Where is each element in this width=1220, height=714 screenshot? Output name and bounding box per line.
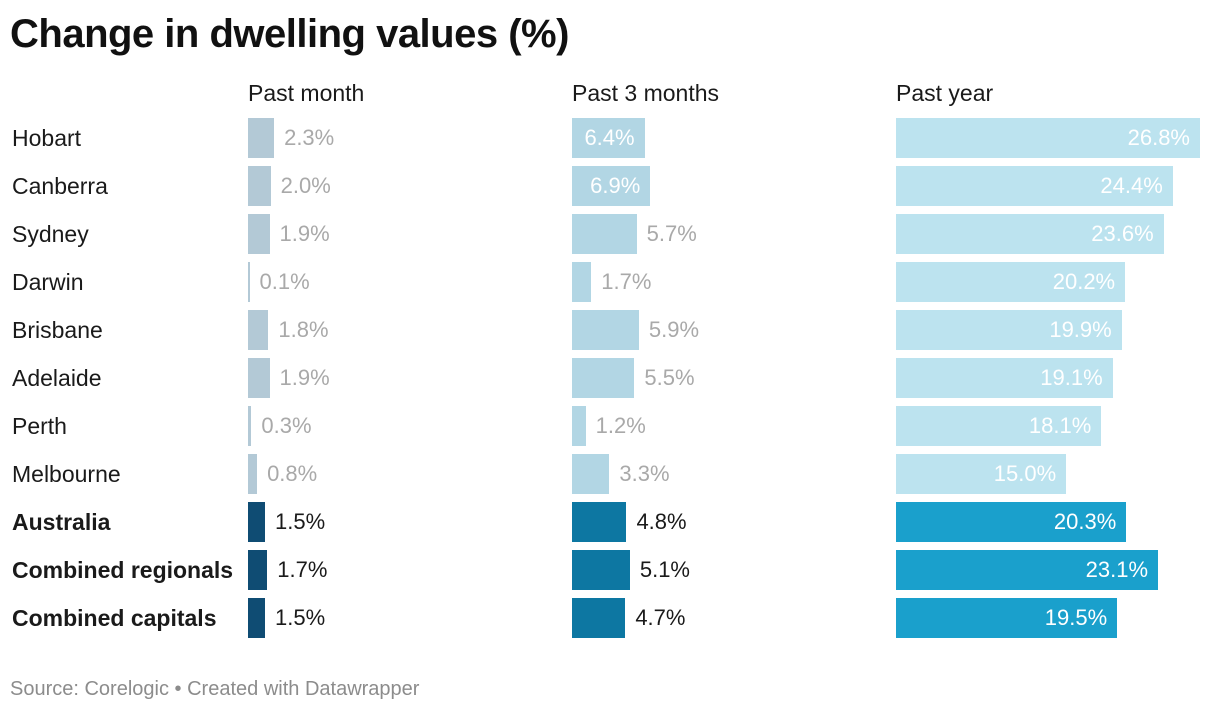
- value-label-past-month-combined-capitals: 1.5%: [275, 605, 326, 630]
- bar-past-year-australia: [896, 502, 1127, 542]
- footer-separator: •: [174, 678, 182, 700]
- value-label-past-month-perth: 0.3%: [261, 413, 312, 438]
- bar-past-month-perth: [248, 406, 252, 446]
- row-label-australia: Australia: [12, 509, 111, 535]
- bar-past-3-months-sydney: [572, 214, 637, 254]
- bar-past-year-melbourne: [896, 454, 1067, 494]
- bar-past-year-combined-regionals: [896, 550, 1159, 590]
- value-label-past-year-australia: 20.3%: [1053, 509, 1117, 534]
- value-label-past-3-months-perth: 1.2%: [595, 413, 646, 438]
- row-label-darwin: Darwin: [12, 269, 84, 295]
- column-header-past-month: Past month: [248, 80, 365, 106]
- row-label-combined-capitals: Combined capitals: [12, 605, 217, 631]
- created-with-text: Created with Datawrapper: [187, 678, 420, 700]
- bar-past-year-brisbane: [896, 310, 1122, 350]
- bar-past-month-australia: [248, 502, 265, 542]
- value-label-past-3-months-hobart: 6.4%: [584, 125, 635, 150]
- value-label-past-year-adelaide: 19.1%: [1040, 365, 1103, 390]
- value-label-past-3-months-sydney: 5.7%: [646, 221, 697, 246]
- bar-past-year-adelaide: [896, 358, 1113, 398]
- bar-past-3-months-canberra: [572, 166, 651, 206]
- value-label-past-month-darwin: 0.1%: [259, 269, 310, 294]
- value-label-past-3-months-melbourne: 3.3%: [619, 461, 670, 486]
- source-text: Source: Corelogic: [10, 678, 169, 700]
- value-label-past-month-hobart: 2.3%: [284, 125, 335, 150]
- value-label-past-3-months-combined-regionals: 5.1%: [639, 557, 690, 582]
- row-label-canberra: Canberra: [12, 173, 108, 199]
- bar-past-year-combined-capitals: [896, 598, 1118, 638]
- value-label-past-year-combined-capitals: 19.5%: [1044, 605, 1108, 630]
- value-label-past-month-melbourne: 0.8%: [267, 461, 318, 486]
- bar-past-3-months-darwin: [572, 262, 592, 302]
- value-label-past-month-adelaide: 1.9%: [279, 365, 330, 390]
- bar-past-month-combined-regionals: [248, 550, 268, 590]
- bar-past-month-sydney: [248, 214, 270, 254]
- bar-past-3-months-perth: [572, 406, 586, 446]
- value-label-past-month-combined-regionals: 1.7%: [277, 557, 328, 582]
- row-label-adelaide: Adelaide: [12, 365, 102, 391]
- chart-title: Change in dwelling values (%): [10, 12, 569, 56]
- bar-past-3-months-adelaide: [572, 358, 635, 398]
- value-label-past-month-sydney: 1.9%: [279, 221, 330, 246]
- row-label-hobart: Hobart: [12, 125, 82, 151]
- bar-past-month-brisbane: [248, 310, 269, 350]
- bar-past-3-months-australia: [572, 502, 627, 542]
- bar-past-year-hobart: [896, 118, 1200, 158]
- value-label-past-3-months-combined-capitals: 4.7%: [635, 605, 686, 630]
- bar-past-month-canberra: [248, 166, 271, 206]
- value-label-past-month-australia: 1.5%: [275, 509, 326, 534]
- bar-past-3-months-combined-regionals: [572, 550, 630, 590]
- value-label-past-3-months-darwin: 1.7%: [601, 269, 652, 294]
- bar-past-3-months-hobart: [572, 118, 645, 158]
- bar-past-month-adelaide: [248, 358, 270, 398]
- row-label-brisbane: Brisbane: [12, 317, 103, 343]
- bar-past-year-darwin: [896, 262, 1126, 302]
- value-label-past-month-brisbane: 1.8%: [278, 317, 329, 342]
- value-label-past-year-perth: 18.1%: [1028, 413, 1092, 438]
- bar-past-3-months-brisbane: [572, 310, 639, 350]
- row-label-sydney: Sydney: [12, 221, 89, 247]
- bar-past-3-months-melbourne: [572, 454, 610, 494]
- bar-past-month-combined-capitals: [248, 598, 265, 638]
- value-label-past-3-months-brisbane: 5.9%: [648, 317, 700, 342]
- value-label-past-year-hobart: 26.8%: [1127, 125, 1190, 150]
- row-label-melbourne: Melbourne: [12, 461, 121, 487]
- value-label-past-year-canberra: 24.4%: [1100, 173, 1163, 198]
- row-label-perth: Perth: [12, 413, 67, 439]
- value-label-past-3-months-australia: 4.8%: [636, 509, 687, 534]
- value-label-past-year-combined-regionals: 23.1%: [1085, 557, 1149, 582]
- value-label-past-3-months-adelaide: 5.5%: [644, 365, 695, 390]
- bar-past-month-melbourne: [248, 454, 258, 494]
- row-label-combined-regionals: Combined regionals: [12, 557, 234, 583]
- bar-past-month-darwin: [248, 262, 250, 302]
- chart-footer: Source: Corelogic • Created with Datawra…: [10, 678, 419, 701]
- value-label-past-year-melbourne: 15.0%: [993, 461, 1057, 486]
- value-label-past-month-canberra: 2.0%: [280, 173, 331, 198]
- value-label-past-year-sydney: 23.6%: [1091, 221, 1154, 246]
- value-label-past-year-darwin: 20.2%: [1052, 269, 1116, 294]
- bar-past-year-canberra: [896, 166, 1173, 206]
- column-header-past-year: Past year: [896, 80, 994, 106]
- column-header-past-3-months: Past 3 months: [572, 80, 720, 106]
- value-label-past-3-months-canberra: 6.9%: [590, 173, 641, 198]
- value-label-past-year-brisbane: 19.9%: [1049, 317, 1112, 342]
- bar-past-year-sydney: [896, 214, 1164, 254]
- bar-past-month-hobart: [248, 118, 275, 158]
- bar-past-year-perth: [896, 406, 1102, 446]
- bar-past-3-months-combined-capitals: [572, 598, 626, 638]
